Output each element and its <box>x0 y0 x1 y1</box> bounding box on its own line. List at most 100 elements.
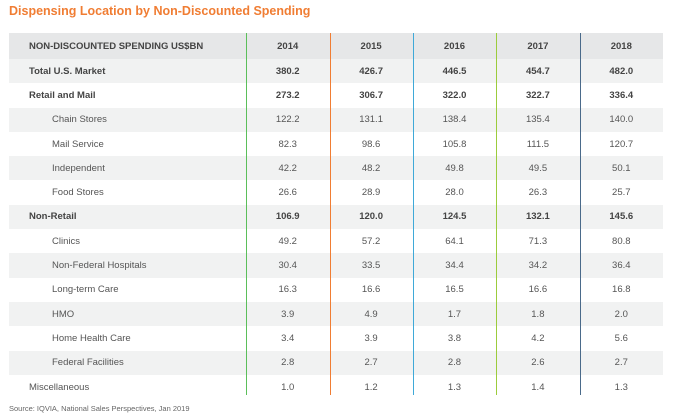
value-cell: 16.6 <box>528 284 548 296</box>
value-cell: 446.5 <box>412 59 497 84</box>
table-row: Federal Facilities 2.8 2.7 2.8 2.6 2.7 <box>9 350 663 375</box>
value-cell: 82.3 <box>278 138 297 150</box>
value-cell: 34.2 <box>496 253 580 278</box>
row-label: Non-Federal Hospitals <box>9 253 247 278</box>
table-row: Long-term Care 16.3 16.6 16.5 16.6 16.8 <box>9 278 663 302</box>
spending-table-wrap: NON-DISCOUNTED SPENDING US$BN 2014 2015 … <box>9 33 663 399</box>
value-cell: 2.8 <box>412 350 497 375</box>
header-label: NON-DISCOUNTED SPENDING US$BN <box>9 33 247 59</box>
value-cell: 105.8 <box>442 138 467 150</box>
value-cell: 64.1 <box>445 235 464 247</box>
table-row: Food Stores 26.6 28.9 28.0 26.3 25.7 <box>9 180 663 204</box>
header-year: 2017 <box>496 33 580 59</box>
value-cell: 16.3 <box>278 284 297 296</box>
row-label: Home Health Care <box>52 332 131 344</box>
value-cell: 16.8 <box>612 284 631 296</box>
table-row: Miscellaneous 1.0 1.2 1.3 1.4 1.3 <box>9 375 663 399</box>
value-cell: 28.9 <box>361 187 381 199</box>
value-cell: 26.3 <box>528 187 548 199</box>
value-cell: 2.0 <box>579 301 663 327</box>
value-cell: 4.2 <box>531 332 545 344</box>
value-cell: 106.9 <box>246 204 330 230</box>
value-cell: 380.2 <box>246 59 330 84</box>
value-cell: 5.6 <box>614 332 628 344</box>
value-cell: 2.6 <box>496 350 580 375</box>
value-cell: 80.8 <box>612 235 631 247</box>
value-cell: 16.5 <box>445 284 464 296</box>
column-divider-2018 <box>580 33 581 395</box>
table-row: HMO 3.9 4.9 1.7 1.8 2.0 <box>9 301 663 327</box>
value-cell: 322.0 <box>442 89 467 101</box>
value-cell: 120.0 <box>329 204 413 230</box>
value-cell: 2.7 <box>329 350 413 375</box>
value-cell: 3.4 <box>281 332 295 344</box>
column-divider-2017 <box>496 33 497 395</box>
value-cell: 124.5 <box>412 204 497 230</box>
header-year: 2014 <box>246 33 330 59</box>
value-cell: 131.1 <box>329 107 413 132</box>
table-row: Chain Stores 122.2 131.1 138.4 135.4 140.0 <box>9 107 663 132</box>
row-label: Mail Service <box>52 138 104 150</box>
value-cell: 3.9 <box>246 301 330 327</box>
spending-table: NON-DISCOUNTED SPENDING US$BN 2014 2015 … <box>9 33 663 399</box>
header-year: 2018 <box>579 33 663 59</box>
value-cell: 28.0 <box>445 187 464 199</box>
row-label: Independent <box>9 156 247 181</box>
value-cell: 3.8 <box>447 332 462 344</box>
source-note: Source: IQVIA, National Sales Perspectiv… <box>9 404 190 413</box>
table-row: Non-Federal Hospitals 30.4 33.5 34.4 34.2 36.… <box>9 253 663 278</box>
row-label: Clinics <box>52 235 80 247</box>
table-row: Total U.S. Market 380.2 426.7 446.5 454.7 482… <box>9 59 663 84</box>
value-cell: 36.4 <box>579 253 663 278</box>
value-cell: 1.3 <box>614 381 628 393</box>
value-cell: 454.7 <box>496 59 580 84</box>
value-cell: 122.2 <box>246 107 330 132</box>
header-row: NON-DISCOUNTED SPENDING US$BN 2014 2015 … <box>9 33 663 59</box>
row-label: HMO <box>9 301 247 327</box>
value-cell: 49.8 <box>412 156 497 181</box>
table-row: Independent 42.2 48.2 49.8 49.5 50.1 <box>9 156 663 181</box>
column-divider-2015 <box>330 33 331 395</box>
row-label: Food Stores <box>52 187 104 199</box>
value-cell: 140.0 <box>579 107 663 132</box>
value-cell: 98.6 <box>361 138 381 150</box>
value-cell: 16.6 <box>361 284 381 296</box>
row-label: Non-Retail <box>9 204 247 230</box>
value-cell: 1.8 <box>496 301 580 327</box>
value-cell: 1.2 <box>364 381 378 393</box>
value-cell: 1.4 <box>531 381 545 393</box>
header-year: 2016 <box>412 33 497 59</box>
table-row: Home Health Care 3.4 3.9 3.8 4.2 5.6 <box>9 326 663 350</box>
value-cell: 145.6 <box>579 204 663 230</box>
value-cell: 34.4 <box>412 253 497 278</box>
row-label: Miscellaneous <box>29 381 90 393</box>
value-cell: 1.7 <box>412 301 497 327</box>
value-cell: 2.8 <box>246 350 330 375</box>
row-label: Total U.S. Market <box>9 59 247 84</box>
value-cell: 4.9 <box>329 301 413 327</box>
value-cell: 30.4 <box>246 253 330 278</box>
value-cell: 322.7 <box>525 89 550 101</box>
value-cell: 2.7 <box>579 350 663 375</box>
value-cell: 336.4 <box>609 89 634 101</box>
value-cell: 132.1 <box>496 204 580 230</box>
row-label: Chain Stores <box>9 107 247 132</box>
value-cell: 25.7 <box>612 187 631 199</box>
column-divider-2014 <box>246 33 247 395</box>
table-row: Non-Retail 106.9 120.0 124.5 132.1 145.6 <box>9 204 663 230</box>
value-cell: 138.4 <box>412 107 497 132</box>
value-cell: 482.0 <box>579 59 663 84</box>
value-cell: 42.2 <box>246 156 330 181</box>
chart-title: Dispensing Location by Non-Discounted Sp… <box>9 4 311 18</box>
value-cell: 49.2 <box>278 235 297 247</box>
value-cell: 1.0 <box>281 381 295 393</box>
value-cell: 120.7 <box>609 138 634 150</box>
value-cell: 33.5 <box>329 253 413 278</box>
value-cell: 135.4 <box>496 107 580 132</box>
value-cell: 49.5 <box>496 156 580 181</box>
value-cell: 426.7 <box>329 59 413 84</box>
value-cell: 48.2 <box>329 156 413 181</box>
table-row: Mail Service 82.3 98.6 105.8 111.5 120.7 <box>9 132 663 156</box>
value-cell: 111.5 <box>526 138 550 150</box>
table-row: Retail and Mail 273.2 306.7 322.0 322.7 336.4 <box>9 83 663 107</box>
